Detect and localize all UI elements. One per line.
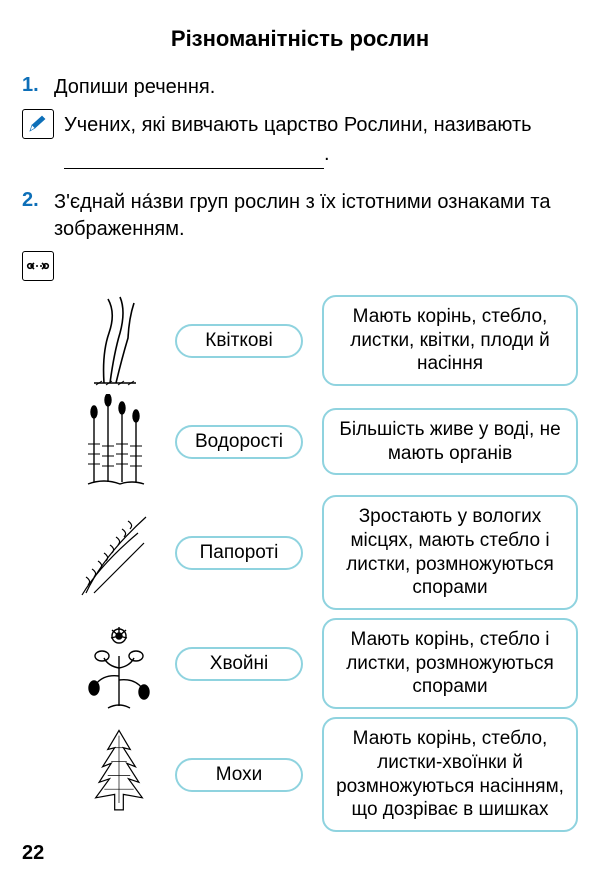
group-description[interactable]: Мають корінь, стебло, листки-хвоїнки й р…: [322, 717, 578, 832]
match-row: Папороті Зростають у вологих місцях, маю…: [64, 495, 578, 610]
plant-image-col: [64, 293, 174, 388]
plant-image-col: [64, 727, 174, 822]
task-2-body: Квіткові Мають корінь, стебло, листки, к…: [64, 293, 578, 832]
page-title: Різноманітність рослин: [22, 26, 578, 52]
task-1-instruction: Допиши речення.: [54, 74, 215, 101]
match-row: Хвойні Мають корінь, стеб­ло і листки, р…: [64, 616, 578, 711]
task-2-instruction: З'єднай на́зви груп рослин з їх істотним…: [54, 189, 578, 243]
match-row: Мохи Мають корінь, стебло, листки-хвоїнк…: [64, 717, 578, 832]
task-1-sentence-prefix: Учених, які вивчають царство Рослини, на…: [64, 114, 532, 136]
group-description[interactable]: Зростають у вологих місцях, мають стебло…: [322, 495, 578, 610]
plant-algae-image: [74, 293, 164, 388]
task-1-sentence: Учених, які вивчають царство Рослини, на…: [64, 111, 532, 169]
group-label[interactable]: Мохи: [175, 758, 303, 792]
plant-fern-image: [74, 505, 164, 600]
group-description[interactable]: Мають корінь, стеб­ло і листки, розмно­ж…: [322, 618, 578, 709]
group-label[interactable]: Хвойні: [175, 647, 303, 681]
write-icon: [22, 109, 54, 139]
task-1-sentence-suffix: .: [324, 143, 330, 165]
plant-conifer-image: [74, 727, 164, 822]
task-1-header: 1. Допиши речення.: [22, 74, 578, 101]
match-icon: [22, 251, 54, 281]
group-label[interactable]: Водорості: [175, 425, 303, 459]
group-description[interactable]: Мають корінь, стебло, листки, квітки, пл…: [322, 295, 578, 386]
task-1-body: Учених, які вивчають царство Рослини, на…: [22, 107, 578, 169]
group-description[interactable]: Більшість живе у воді, не мають органів: [322, 408, 578, 476]
task-2-header: 2. З'єднай на́зви груп рослин з їх істот…: [22, 189, 578, 243]
plant-strawberry-image: [74, 616, 164, 711]
plant-moss-image: [74, 394, 164, 489]
match-row: Квіткові Мають корінь, стебло, листки, к…: [64, 293, 578, 388]
plant-image-col: [64, 505, 174, 600]
plant-image-col: [64, 394, 174, 489]
plant-image-col: [64, 616, 174, 711]
task-2-number: 2.: [22, 189, 44, 212]
task-1-number: 1.: [22, 74, 44, 97]
page-number: 22: [22, 842, 44, 865]
match-row: Водорості Більшість живе у воді, не мают…: [64, 394, 578, 489]
group-label[interactable]: Квіткові: [175, 324, 303, 358]
worksheet-page: Різноманітність рослин 1. Допиши речення…: [0, 0, 600, 879]
answer-blank[interactable]: [64, 148, 324, 169]
group-label[interactable]: Папороті: [175, 536, 303, 570]
